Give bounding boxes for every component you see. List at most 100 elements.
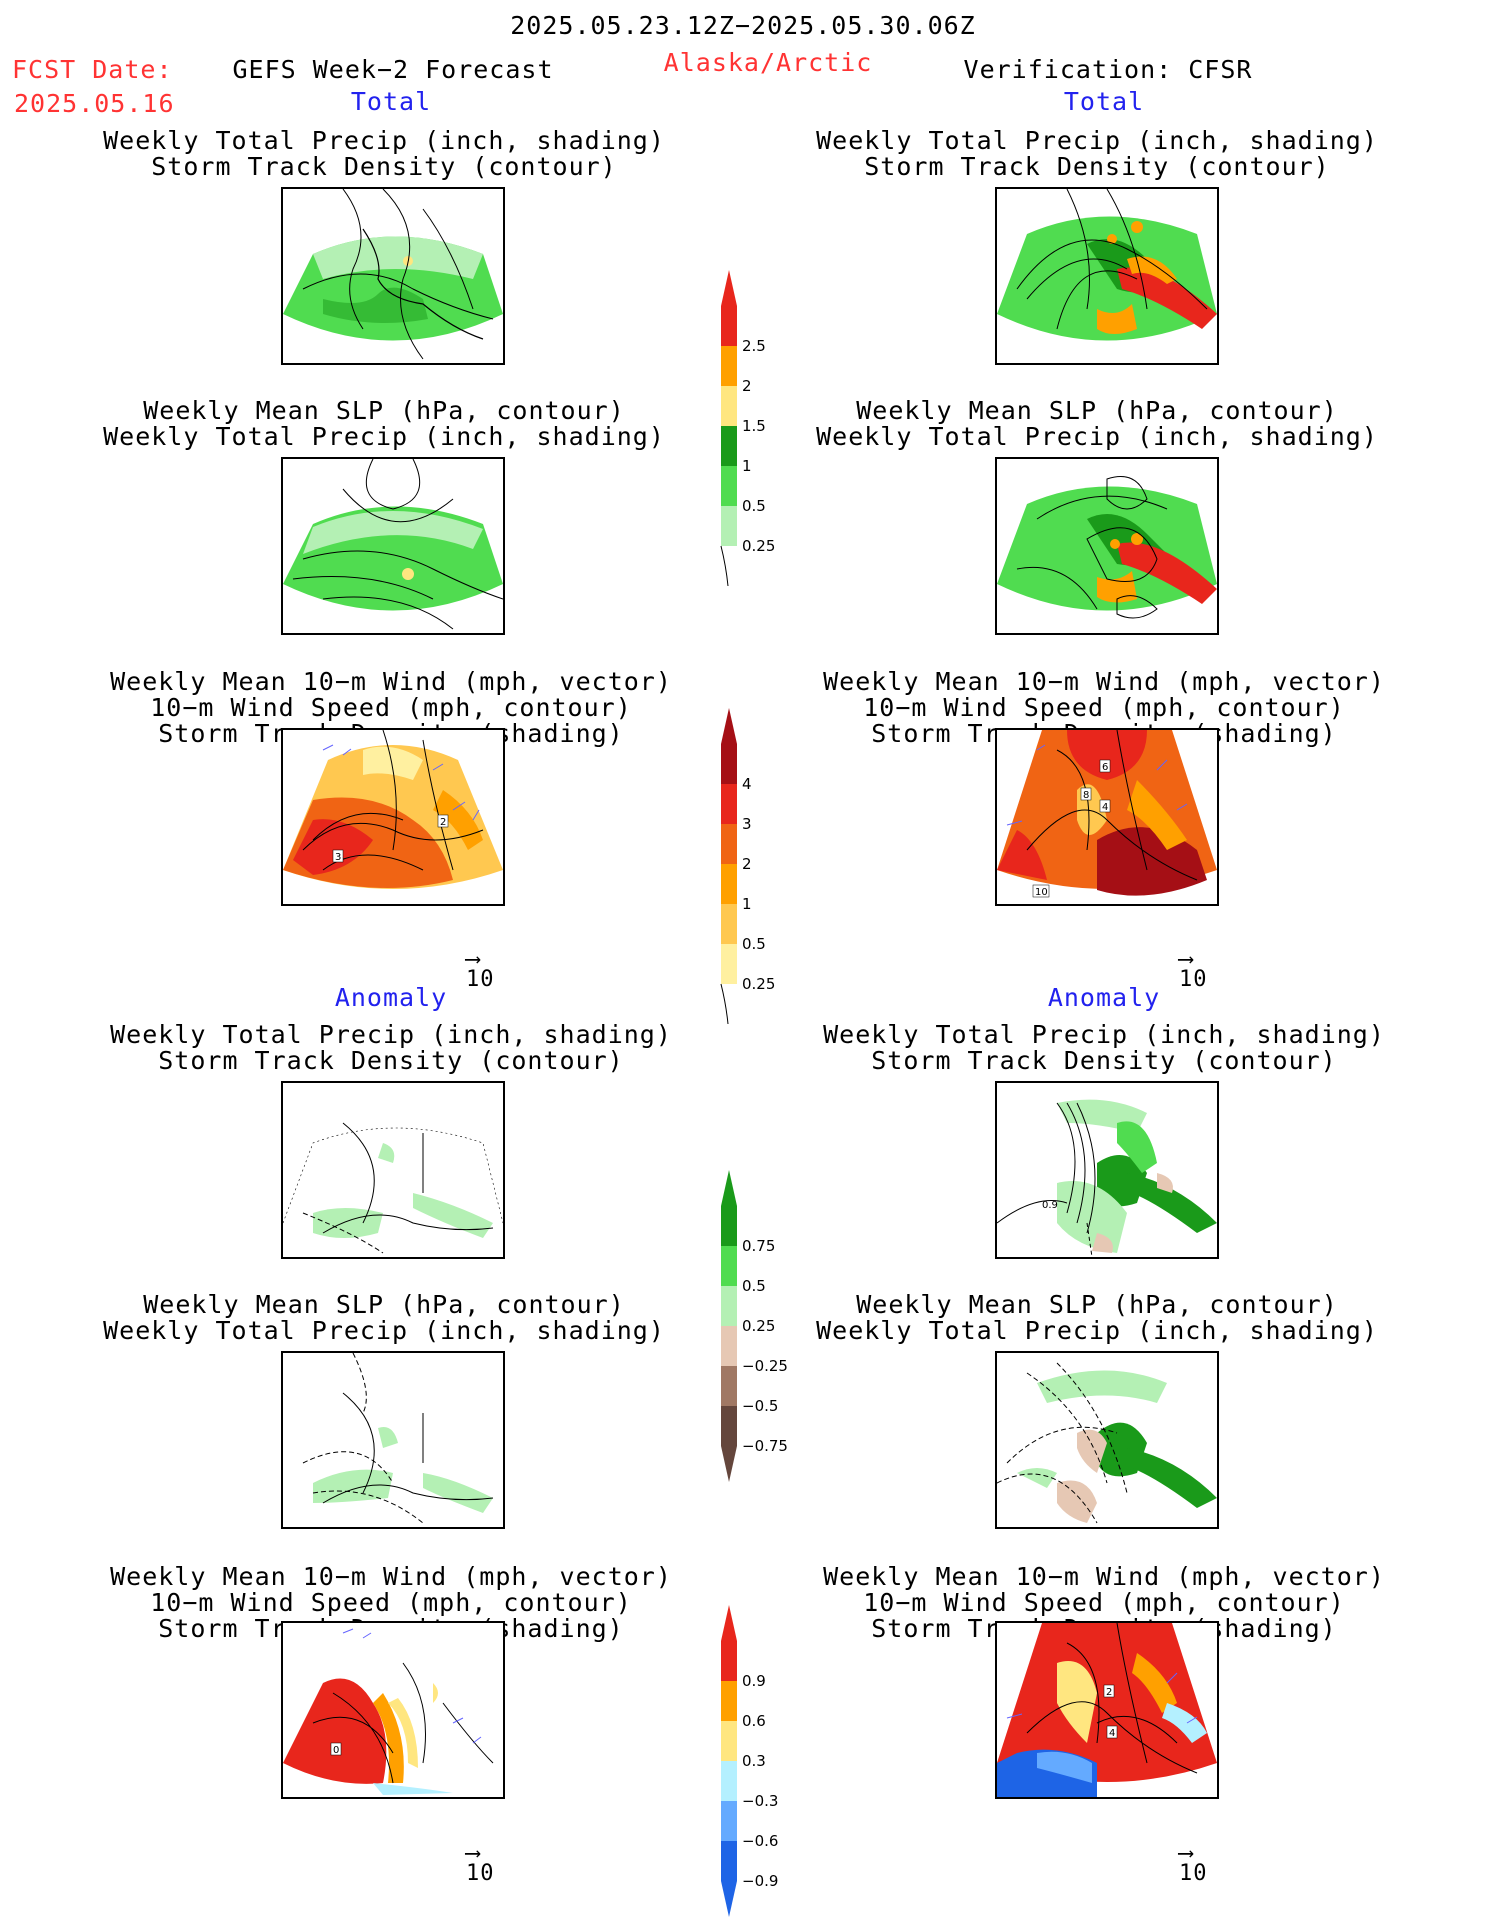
vector-reference-anom-right: ⟶ 10 — [1179, 1841, 1208, 1887]
valid-period: 2025.05.23.12Z−2025.05.30.06Z — [510, 11, 976, 40]
map-wind-storm-total-left: 3 2 — [281, 728, 505, 906]
colorbar-label: 0.5 — [742, 1277, 766, 1295]
colorbar-segment — [721, 1326, 737, 1366]
colorbar-segment — [721, 506, 737, 546]
contour-label: 3 — [335, 852, 341, 863]
colorbar-label: 0.9 — [742, 1672, 766, 1690]
colorbar-label: −0.9 — [742, 1872, 779, 1890]
colorbar-segment — [721, 1206, 737, 1246]
colorbar-top-arrow — [721, 708, 737, 744]
colorbar-segment — [721, 346, 737, 386]
vector-reference-total-right: ⟶ 10 — [1179, 947, 1208, 993]
verification-title: Verification: CFSR — [963, 55, 1253, 84]
colorbar-top-arrow — [721, 1170, 737, 1206]
contour-label: 10 — [1035, 887, 1048, 898]
section-total-right: Total — [1063, 87, 1145, 116]
colorbar-label: 0.25 — [742, 975, 776, 993]
contour-label: 0.9 — [1042, 1200, 1058, 1211]
colorbar-label: 0.25 — [742, 537, 776, 555]
colorbar-label: 2 — [742, 377, 752, 395]
map-wind-storm-anom-right: 2 4 — [995, 1621, 1219, 1799]
title-precip-storm-anom-right: Weekly Total Precip (inch, shading) Storm… — [823, 1020, 1385, 1075]
title-wind-storm-total-left: Weekly Mean 10−m Wind (mph, vector) 10−m … — [110, 667, 672, 748]
colorbar-segment — [721, 944, 737, 984]
colorbar-tail — [720, 545, 729, 587]
map-precip-storm-anom-left — [281, 1081, 505, 1259]
contour-label: 4 — [1109, 1728, 1115, 1739]
vector-reference-anom-left: ⟶ 10 — [466, 1841, 495, 1887]
colorbar-segment — [721, 1841, 737, 1881]
colorbar-label: 2.5 — [742, 337, 766, 355]
colorbar-label: 2 — [742, 855, 752, 873]
section-anomaly-right: Anomaly — [1047, 983, 1161, 1012]
map-slp-precip-total-left — [281, 457, 505, 635]
colorbar-segment — [721, 1681, 737, 1721]
colorbar-segment — [721, 904, 737, 944]
colorbar-segment — [721, 1406, 737, 1446]
colorbar-label: 0.25 — [742, 1317, 776, 1335]
contour-label: 6 — [1102, 762, 1108, 773]
title-precip-storm-total-right: Weekly Total Precip (inch, shading) Storm… — [816, 126, 1378, 181]
map-slp-precip-anom-right — [995, 1351, 1219, 1529]
colorbar-segment — [721, 306, 737, 346]
colorbar-segment — [721, 1286, 737, 1326]
map-wind-storm-total-right: 6 8 4 10 — [995, 728, 1219, 906]
colorbar-label: 3 — [742, 815, 752, 833]
title-precip-storm-anom-left: Weekly Total Precip (inch, shading) Storm… — [110, 1020, 672, 1075]
title-slp-precip-anom-left: Weekly Mean SLP (hPa, contour) Weekly Tot… — [103, 1290, 665, 1345]
colorbar-top-arrow — [721, 1605, 737, 1641]
colorbar-segment — [721, 864, 737, 904]
title-slp-precip-total-right: Weekly Mean SLP (hPa, contour) Weekly Tot… — [816, 396, 1378, 451]
colorbar-label: 1 — [742, 895, 752, 913]
arrow-icon: ⟶ — [466, 947, 481, 972]
colorbar-segment — [721, 1801, 737, 1841]
vector-reference-total-left: ⟶ 10 — [466, 947, 495, 993]
colorbar-label: 0.6 — [742, 1712, 766, 1730]
title-slp-precip-total-left: Weekly Mean SLP (hPa, contour) Weekly Tot… — [103, 396, 665, 451]
contour-label: 2 — [1106, 1687, 1112, 1698]
fcst-date: 2025.05.16 — [14, 89, 175, 118]
colorbar-segment — [721, 1246, 737, 1286]
colorbar-label: 0.5 — [742, 497, 766, 515]
map-precip-storm-total-right — [995, 187, 1219, 365]
map-precip-storm-total-left — [281, 187, 505, 365]
colorbar-segment — [721, 824, 737, 864]
map-slp-precip-total-right — [995, 457, 1219, 635]
contour-label: 4 — [1102, 802, 1108, 813]
colorbar-bottom-arrow — [721, 1881, 737, 1917]
colorbar-segment — [721, 744, 737, 784]
colorbar-label: 0.5 — [742, 935, 766, 953]
map-slp-precip-anom-left — [281, 1351, 505, 1529]
colorbar-label: −0.3 — [742, 1792, 779, 1810]
colorbar-label: 0.75 — [742, 1237, 776, 1255]
colorbar-top-arrow — [721, 270, 737, 306]
contour-label: 2 — [440, 817, 446, 828]
section-anomaly-left: Anomaly — [334, 983, 448, 1012]
colorbar-segment — [721, 426, 737, 466]
title-slp-precip-anom-right: Weekly Mean SLP (hPa, contour) Weekly Tot… — [816, 1290, 1378, 1345]
colorbar-segment — [721, 386, 737, 426]
colorbar-segment — [721, 466, 737, 506]
contour-label: 0 — [333, 1745, 339, 1756]
section-total-left: Total — [350, 87, 432, 116]
colorbar-label: 1.5 — [742, 417, 766, 435]
title-precip-storm-total-left: Weekly Total Precip (inch, shading) Storm… — [103, 126, 665, 181]
colorbar-label: −0.6 — [742, 1832, 779, 1850]
colorbar-label: 0.3 — [742, 1752, 766, 1770]
colorbar-label: 4 — [742, 775, 752, 793]
colorbar-tail — [720, 983, 729, 1025]
colorbar-segment — [721, 1761, 737, 1801]
contour-label: 8 — [1083, 790, 1089, 801]
colorbar-label: −0.25 — [742, 1357, 788, 1375]
arrow-icon: ⟶ — [466, 1841, 481, 1866]
arrow-icon: ⟶ — [1179, 1841, 1194, 1866]
colorbar-label: −0.75 — [742, 1437, 788, 1455]
product-title: GEFS Week−2 Forecast — [232, 55, 554, 84]
region-title: Alaska/Arctic — [663, 48, 873, 77]
fcst-date-label: FCST Date: — [12, 55, 173, 84]
map-precip-storm-anom-right: 0.9 — [995, 1081, 1219, 1259]
colorbar-label: −0.5 — [742, 1397, 779, 1415]
arrow-icon: ⟶ — [1179, 947, 1194, 972]
colorbar-segment — [721, 784, 737, 824]
